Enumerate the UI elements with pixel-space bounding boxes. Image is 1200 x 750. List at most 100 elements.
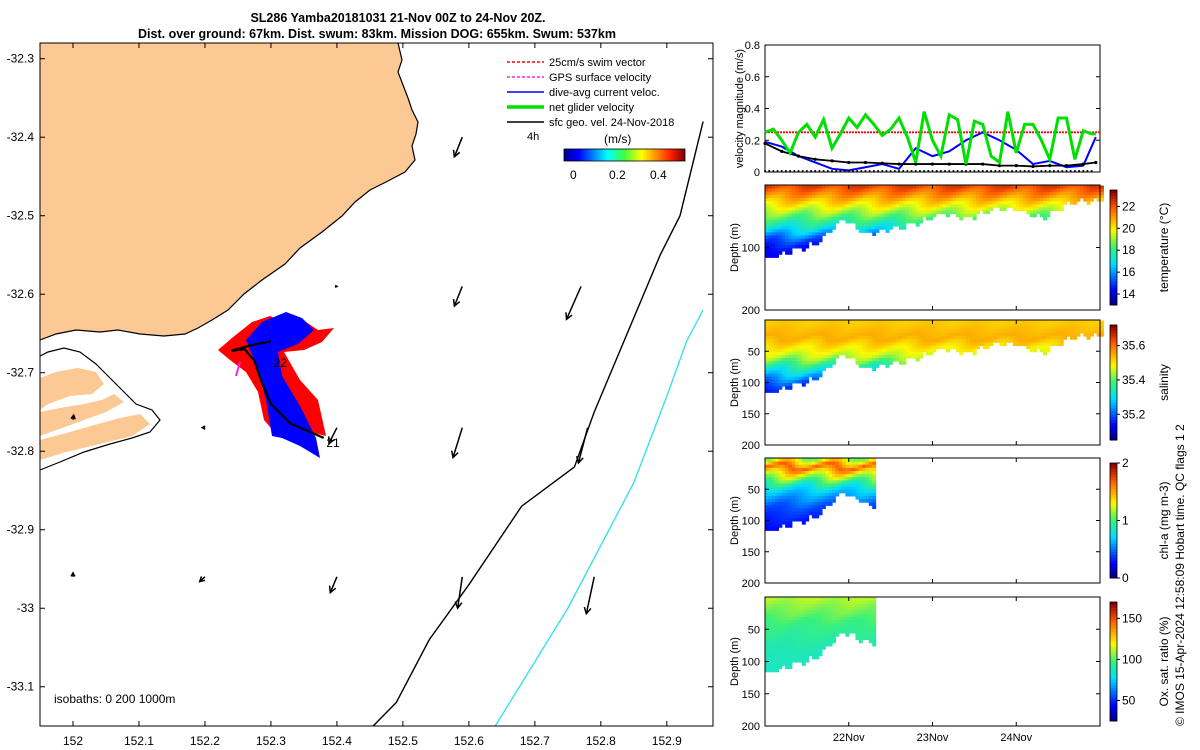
velocity-point (1081, 162, 1085, 166)
chla-panel: 50 100 150 200 Depth (m) 0 1 2 chl-a (mg m-3) (729, 456, 1171, 590)
velocity-ytick-label: 0 (754, 167, 760, 179)
colorbar-tick-label: 50 (1122, 693, 1136, 707)
velocity-ytick-label: 0.2 (745, 135, 760, 147)
glider-track (231, 340, 325, 439)
temperature-colorbar: 14 16 18 20 22 temperature (°C) (1109, 189, 1171, 306)
chla-colorbar: 0 1 2 chl-a (mg m-3) (1109, 456, 1171, 585)
depth-tick-label: 150 (742, 689, 760, 701)
map-xtick-label: 152.9 (652, 734, 682, 748)
depth-ylabel: Depth (m) (729, 223, 741, 272)
colorbar-tick-2: 0.4 (650, 168, 667, 182)
map-xtick-label: 152.5 (388, 734, 418, 748)
depth-tick-label: 100 (742, 243, 760, 255)
velocity-point (1031, 164, 1035, 169)
depth-tick-label: 200 (742, 721, 760, 733)
depth-ylabel: Depth (m) (729, 637, 741, 686)
velocity-point (880, 161, 884, 165)
depth-tick-label: 50 (748, 346, 760, 358)
salinity-panel: 50 100 150 200 Depth (m) 35.2 35.4 35.6 salinity (729, 319, 1171, 452)
velocity-point (863, 160, 868, 165)
map-panel: 22 21 152 152.1 152.2 152.3 152.4 152.5 152.6 15… (7, 11, 714, 748)
depth-tick-label: 50 (748, 484, 760, 496)
colorbar-tick-label: 20 (1122, 221, 1136, 235)
geo-arrow (328, 427, 338, 445)
track-day-label: 22 (274, 356, 288, 370)
map-legend: 25cm/s swim vector GPS surface velocity … (507, 57, 674, 143)
velocity-point (847, 160, 851, 165)
figure-title-line1: SL286 Yamba20181031 21-Nov 00Z to 24-Nov… (250, 11, 545, 25)
isobath-200m (372, 121, 704, 726)
current-vector-fan (246, 312, 320, 458)
depth-tick-label: 100 (742, 516, 760, 528)
velocity-point (897, 162, 901, 166)
time-tick-label: 22Nov (833, 732, 865, 744)
depth-tick-label: 100 (742, 378, 760, 390)
map-xtick-label: 152.6 (454, 734, 484, 748)
colorbar-tick-label: 100 (1122, 652, 1142, 666)
velocity-point (914, 162, 918, 166)
legend-current: dive-avg current veloc. (549, 87, 660, 99)
colorbar-tick-label: 22 (1122, 199, 1136, 213)
velocity-point (981, 162, 985, 166)
geo-arrow (198, 576, 206, 583)
velocity-ylabel: velocity magnitude (m/s) (734, 49, 746, 168)
geo-arrow (328, 576, 338, 594)
geo-arrow (565, 286, 582, 321)
colorbar-tick-label: 0 (1122, 571, 1129, 585)
velocity-series-line (764, 111, 1096, 166)
velocity-point (763, 141, 767, 146)
track-day-label: 21 (326, 436, 340, 450)
map-xtick-label: 152.7 (520, 734, 550, 748)
legend-gps: GPS surface velocity (549, 72, 652, 84)
geo-arrows (70, 136, 595, 616)
velocity-point (1094, 160, 1098, 165)
map-ytick-label: -32.3 (7, 52, 35, 66)
velocity-point (830, 159, 834, 163)
map-xtick-label: 152.8 (586, 734, 616, 748)
map-xtick-label: 152.4 (322, 734, 352, 748)
map-ytick-label: -32.8 (7, 444, 35, 458)
salinity-colorbar: 35.2 35.4 35.6 salinity (1109, 324, 1171, 441)
colorbar-label: chl-a (mg m-3) (1157, 481, 1171, 559)
map-ytick-label: -33.1 (7, 680, 35, 694)
map-xtick-label: 152 (63, 734, 83, 748)
depth-ylabel: Depth (m) (729, 358, 741, 407)
copyright-stamp: © IMOS 15-Apr-2024 12:58:09 Hobart time.… (1173, 424, 1187, 726)
velocity-point (813, 157, 817, 161)
map-ytick-label: -32.9 (7, 523, 35, 537)
velocity-series-line (764, 131, 1097, 172)
isobath-1000m (494, 309, 704, 726)
land-mass (40, 43, 418, 340)
colorbar-tick-1: 0.2 (609, 168, 626, 182)
depth-tick-label: 200 (742, 440, 760, 452)
geo-arrow (454, 576, 464, 610)
velocity-ytick-label: 0.6 (745, 72, 760, 84)
colorbar-tick-label: 35.2 (1122, 407, 1146, 421)
velocity-ytick-label: 0.4 (745, 104, 760, 116)
figure-title-line2: Dist. over ground: 67km. Dist. swum: 83k… (138, 27, 616, 41)
velocity-point (930, 162, 935, 166)
map-ytick-label: -32.4 (7, 130, 35, 144)
velocity-point (1048, 164, 1052, 168)
velocity-point (796, 154, 801, 158)
geo-arrow (70, 571, 76, 577)
time-tick-label: 24Nov (1000, 732, 1032, 744)
time-tick-label: 23Nov (917, 732, 949, 744)
velocity-point (1014, 164, 1018, 168)
oxygen-panel: 50 100 150 200 Depth (m) 50 100 150 Ox. sat. rat… (729, 596, 1171, 733)
colorbar-label: salinity (1157, 364, 1171, 401)
depth-tick-label: 100 (742, 657, 760, 669)
depth-tick-label: 150 (742, 409, 760, 421)
geo-arrow (452, 136, 463, 159)
legend-4h: 4h (527, 131, 539, 143)
depth-tick-label: 150 (742, 547, 760, 559)
gps-velocity-arrow (235, 361, 241, 377)
colorbar-tick-label: 35.4 (1122, 373, 1146, 387)
colorbar-tick-label: 16 (1122, 265, 1136, 279)
colorbar-tick-label: 2 (1122, 456, 1129, 470)
colorbar-title: (m/s) (604, 132, 631, 146)
velocity-point (947, 162, 951, 166)
